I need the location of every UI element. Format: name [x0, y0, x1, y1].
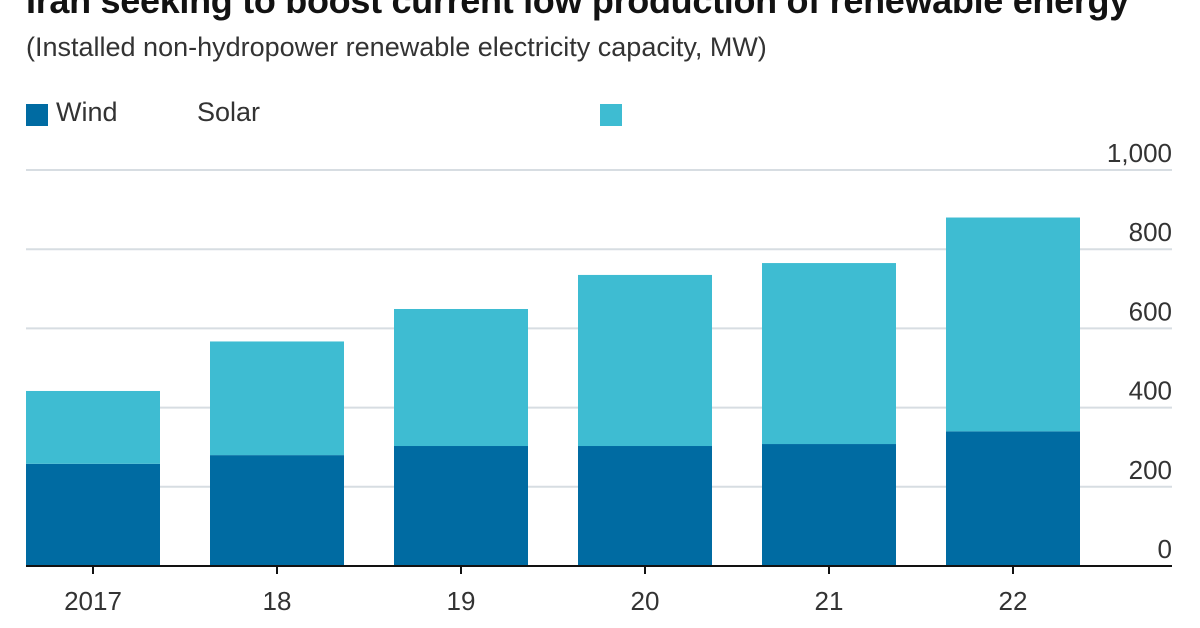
x-tick-label: 22 — [999, 586, 1028, 616]
y-tick-labels: 0 200 400 600 800 1,000 — [1107, 138, 1172, 564]
legend-label-wind: Wind — [56, 97, 118, 127]
bar-wind-19 — [394, 446, 528, 566]
y-tick-label: 200 — [1129, 455, 1172, 485]
chart-title: Iran seeking to boost current low produc… — [26, 0, 1129, 21]
x-tick-label: 18 — [263, 586, 292, 616]
bars — [26, 217, 1080, 566]
legend-label-solar: Solar — [197, 97, 261, 127]
bar-solar-20 — [578, 274, 712, 447]
y-tick-label: 0 — [1158, 534, 1172, 564]
x-tick-labels: 2017 18 19 20 21 22 — [64, 566, 1027, 616]
y-tick-label: 600 — [1129, 296, 1172, 326]
x-tick-label: 21 — [815, 586, 844, 616]
bar-wind-22 — [946, 431, 1080, 566]
bar-wind-18 — [210, 455, 344, 566]
bar-solar-18 — [210, 341, 344, 456]
bar-solar-19 — [394, 308, 528, 447]
x-tick-label: 2017 — [64, 586, 122, 616]
x-tick-label: 19 — [447, 586, 476, 616]
bar-solar-21 — [762, 263, 896, 445]
legend-swatch-solar — [600, 104, 622, 126]
y-tick-label: 400 — [1129, 376, 1172, 406]
bar-wind-21 — [762, 444, 896, 566]
legend-swatch-wind — [26, 104, 48, 126]
y-tick-label: 800 — [1129, 217, 1172, 247]
bar-wind-20 — [578, 446, 712, 566]
chart-subtitle: (Installed non-hydropower renewable elec… — [26, 32, 767, 62]
y-tick-label: 1,000 — [1107, 138, 1172, 168]
bar-wind-2017 — [26, 463, 160, 566]
x-tick-label: 20 — [631, 586, 660, 616]
bar-solar-22 — [946, 217, 1080, 432]
bar-solar-2017 — [26, 390, 160, 464]
